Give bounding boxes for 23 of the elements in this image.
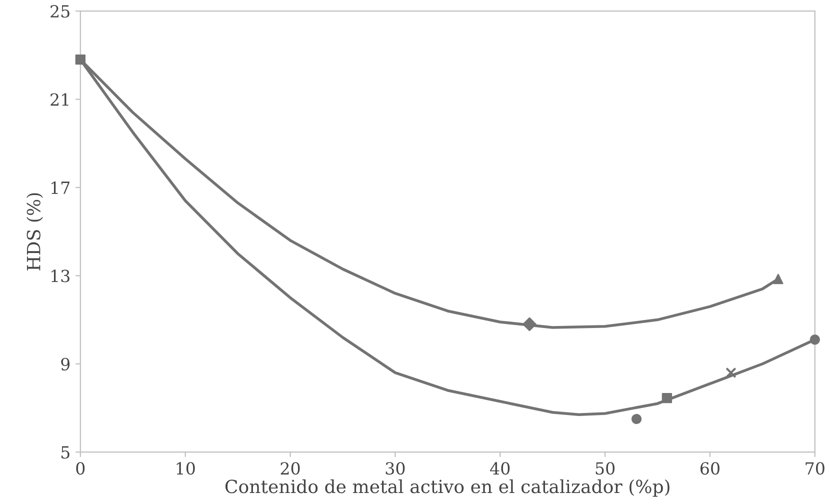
x-tick-label: 30 [386, 462, 405, 475]
x-tick-label: 10 [176, 462, 195, 475]
point [662, 392, 672, 404]
x-axis-title: Contenido de metal activo en el catalizador (%p) [225, 479, 670, 497]
y-tick-label: 21 [50, 93, 68, 106]
point [726, 367, 736, 378]
y-tick-label: 5 [62, 446, 70, 459]
point [773, 274, 784, 284]
x-tick-label: 60 [700, 462, 720, 475]
y-tick-label: 25 [50, 5, 70, 18]
point [75, 54, 86, 65]
x-tick-label: 40 [490, 462, 510, 475]
y-tick-label: 9 [61, 358, 70, 370]
y-axis-title: HDS (%) [26, 193, 43, 270]
y-tick-label: 17 [52, 181, 70, 194]
y-tick-label: 13 [52, 270, 70, 282]
x-tick-label: 70 [806, 462, 824, 475]
x-tick-label: 0 [76, 462, 85, 475]
x-tick-label: 50 [596, 462, 615, 475]
point [810, 334, 820, 345]
x-tick-label: 20 [280, 462, 300, 475]
point [522, 317, 536, 332]
point [631, 414, 642, 424]
